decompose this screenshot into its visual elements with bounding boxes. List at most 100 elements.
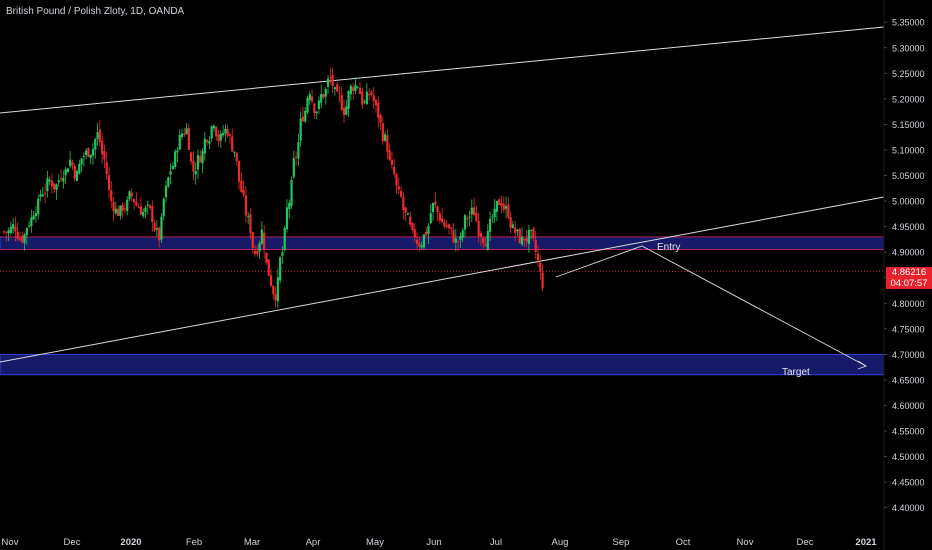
price-tick-label: 5.05000 xyxy=(892,171,925,181)
price-tick-label: 4.75000 xyxy=(892,324,925,334)
candle-body xyxy=(345,106,348,115)
target-label: Target xyxy=(782,367,810,378)
candle-body xyxy=(329,77,332,79)
candle-body xyxy=(374,99,378,106)
candle-body xyxy=(233,151,236,153)
price-tick-label: 5.10000 xyxy=(892,145,925,155)
candle-body xyxy=(244,195,247,216)
candle-body xyxy=(32,215,35,220)
candle-body xyxy=(484,244,487,247)
price-axis[interactable]: 5.35000 5.30000 5.25000 5.20000 5.15000 5.100… xyxy=(883,0,925,550)
candle-body xyxy=(9,226,12,233)
candle-body xyxy=(475,212,478,222)
price-tick-label: 4.90000 xyxy=(892,248,925,258)
candle-body xyxy=(352,87,355,92)
candle-body xyxy=(347,91,350,109)
candle-body xyxy=(370,91,373,95)
target-zone xyxy=(0,353,885,376)
candle-body xyxy=(338,92,341,94)
candle-body xyxy=(530,229,533,231)
candle-body xyxy=(324,89,327,97)
candle-body xyxy=(217,134,220,142)
candle-body xyxy=(28,225,31,227)
price-tick-label: 4.40000 xyxy=(892,503,925,513)
price-tick-label: 4.95000 xyxy=(892,222,925,232)
candle-body xyxy=(267,259,270,276)
price-tick-label: 4.65000 xyxy=(892,375,925,385)
upper-channel-line[interactable] xyxy=(0,26,885,114)
candle-body xyxy=(215,126,218,137)
candle-body xyxy=(354,85,357,91)
candle-body xyxy=(326,78,330,87)
candle-body xyxy=(151,206,154,223)
time-axis[interactable]: Nov Dec 2020 Feb Mar Apr May Jun Jul Aug Sep Oct Nov… xyxy=(2,537,878,548)
candle-body xyxy=(279,257,282,281)
last-price-badge: 4.86216 04:07:57 xyxy=(886,267,932,289)
candle-body xyxy=(128,191,131,200)
candle-body xyxy=(196,155,200,170)
candle-body xyxy=(406,213,410,215)
candle-body xyxy=(121,204,124,211)
candle-body xyxy=(523,238,526,241)
candle-body xyxy=(288,202,291,209)
candle-body xyxy=(306,98,309,113)
candle-body xyxy=(395,174,398,186)
candle-body xyxy=(221,132,225,136)
candles-series xyxy=(2,67,544,309)
candle-body xyxy=(511,224,514,228)
candle-body xyxy=(66,168,69,173)
candle-body xyxy=(130,192,133,197)
candle-body xyxy=(14,226,17,232)
candle-body xyxy=(226,128,229,136)
candle-body xyxy=(50,180,54,187)
price-tick-label: 4.55000 xyxy=(892,427,925,437)
candle-body xyxy=(146,204,149,206)
candle-body xyxy=(418,243,421,246)
candle-body xyxy=(55,184,58,190)
candle-body xyxy=(269,275,273,286)
candle-body xyxy=(142,211,145,216)
candle-body xyxy=(78,163,81,174)
lower-trend-line[interactable] xyxy=(0,196,885,363)
candle-body xyxy=(7,230,10,234)
candle-body xyxy=(502,203,505,211)
candle-body xyxy=(235,152,238,162)
candle-body xyxy=(431,202,435,213)
candle-body xyxy=(468,216,471,218)
candle-body xyxy=(73,165,76,179)
candle-body xyxy=(386,135,389,152)
candle-body xyxy=(89,154,92,158)
price-tick-label: 4.70000 xyxy=(892,350,925,360)
candle-body xyxy=(409,216,412,225)
candle-body xyxy=(504,206,508,209)
candle-body xyxy=(500,203,503,207)
candle-body xyxy=(96,132,99,139)
candle-body xyxy=(164,185,168,198)
candle-body xyxy=(315,111,318,114)
time-tick-label: May xyxy=(366,537,384,548)
candle-body xyxy=(404,207,407,213)
candle-body xyxy=(514,227,517,233)
candle-body xyxy=(41,194,44,197)
candle-body xyxy=(253,250,257,255)
candle-body xyxy=(520,237,524,245)
candle-body xyxy=(190,152,193,162)
price-tick-label: 4.45000 xyxy=(892,478,925,488)
price-tick-label: 4.60000 xyxy=(892,401,925,411)
candle-body xyxy=(420,245,423,248)
time-tick-label: Jun xyxy=(426,537,441,548)
candle-body xyxy=(208,141,211,144)
candle-body xyxy=(107,174,111,190)
entry-label: Entry xyxy=(657,242,680,253)
projection-path[interactable] xyxy=(555,245,867,367)
candle-body xyxy=(82,155,85,157)
candle-body xyxy=(247,215,250,217)
candle-body xyxy=(290,179,293,206)
candle-body xyxy=(158,227,161,241)
candle-body xyxy=(265,252,268,263)
candle-body xyxy=(263,232,266,250)
candle-body xyxy=(119,205,122,216)
candle-body xyxy=(183,133,186,135)
candle-body xyxy=(71,162,74,166)
